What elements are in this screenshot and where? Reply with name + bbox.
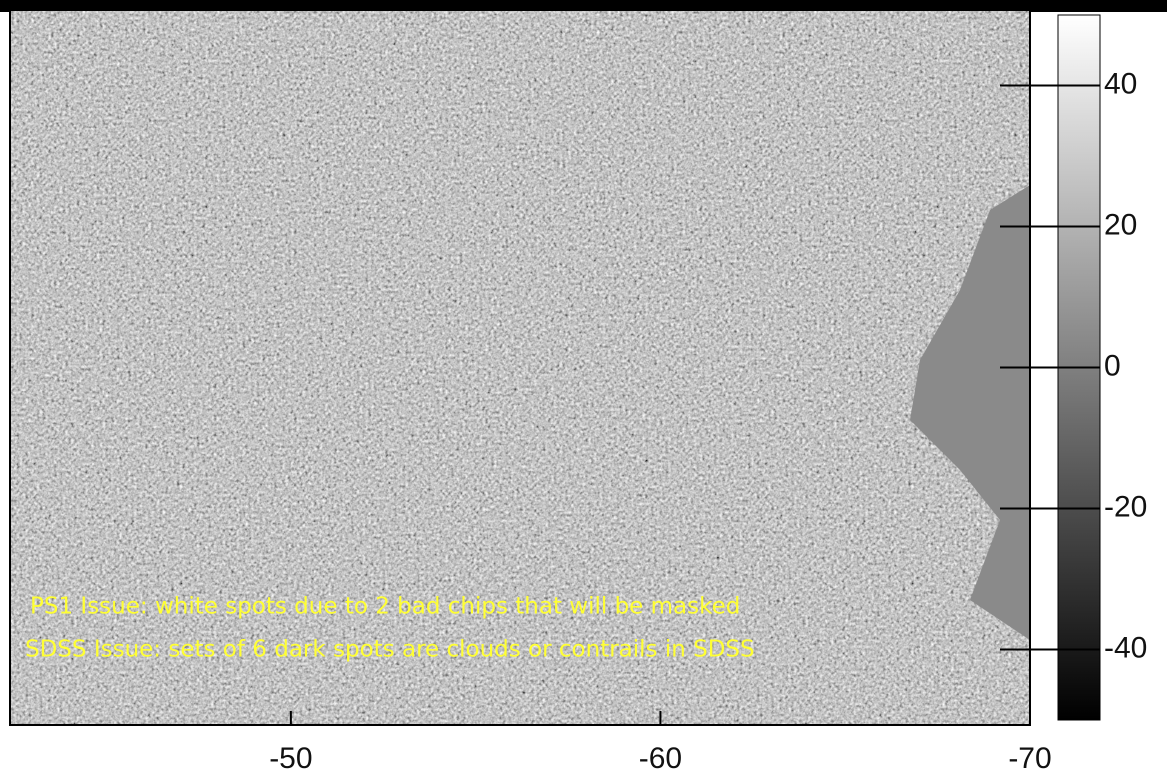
chart: PS1 Issue: white spots due to 2 bad chip… (0, 0, 1167, 782)
x-tick-label: -70 (1008, 742, 1051, 775)
colorbar-tick-label: -20 (1104, 490, 1147, 523)
x-tick-label: -60 (639, 742, 682, 775)
annotation: PS1 Issue: white spots due to 2 bad chip… (30, 594, 740, 620)
colorbar-tick-label: -40 (1104, 631, 1147, 664)
x-tick-label: -50 (269, 742, 312, 775)
colorbar-tick-label: 0 (1104, 349, 1121, 382)
colorbar-tick-label: 20 (1104, 208, 1137, 241)
colorbar-tick-label: 40 (1104, 67, 1137, 100)
annotation: SDSS Issue: sets of 6 dark spots are clo… (25, 637, 755, 663)
